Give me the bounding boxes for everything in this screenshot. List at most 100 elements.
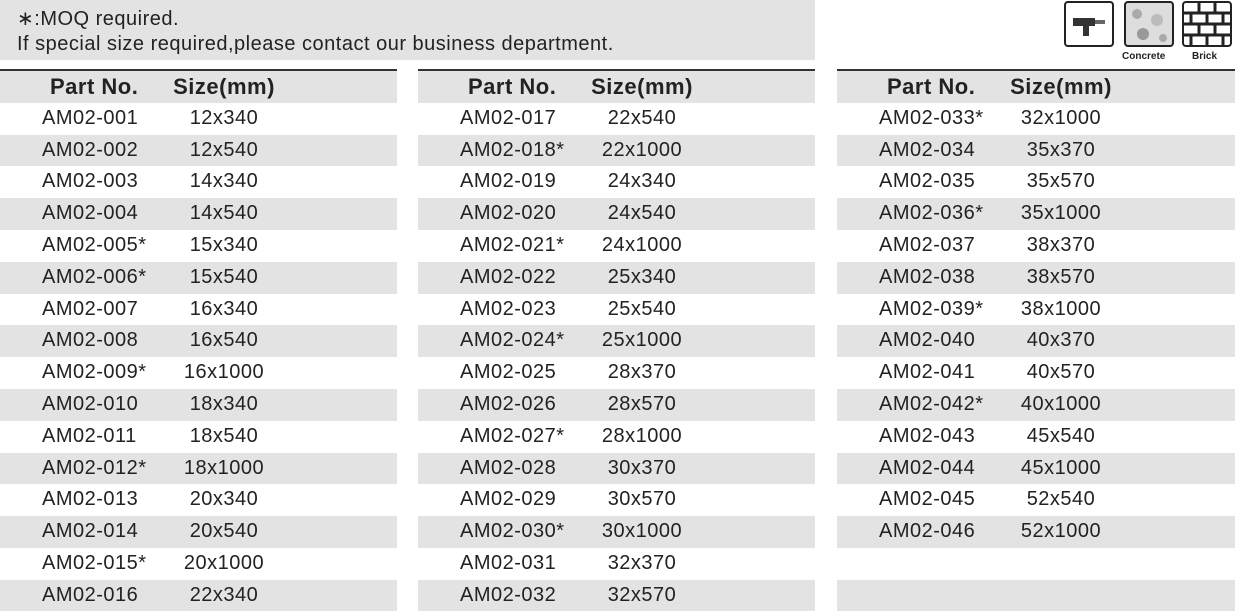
header-cell: Part No. (50, 74, 139, 99)
size: 25x1000 (601, 329, 683, 352)
part-no: AM02-041 (879, 361, 976, 384)
size: 30x570 (607, 488, 677, 511)
table-row: AM02-011 18x540 (0, 421, 397, 453)
part-no: AM02-015* (42, 552, 147, 574)
part-no: AM02-037 (879, 234, 976, 256)
table-row: AM02-041 40x570 (837, 357, 1235, 389)
size: 38x570 (1026, 265, 1096, 288)
part-no: AM02-010 (42, 393, 139, 415)
size: 30x370 (607, 456, 677, 479)
part-no: AM02-012* (42, 456, 147, 479)
table-row: AM02-040 40x370 (837, 325, 1235, 358)
table: Part No. Size(mm) AM02-001 12x340 AM02-002 12… (0, 69, 397, 611)
size: 15x540 (189, 265, 259, 288)
table-row: AM02-024* 25x1000 (418, 325, 815, 358)
part-no: AM02-002 (42, 138, 139, 161)
size: 18x340 (189, 393, 259, 415)
size: 32x1000 (1020, 106, 1102, 129)
part-no: AM02-034 (879, 138, 976, 161)
table-row: AM02-032 32x570 (418, 579, 815, 611)
part-no: AM02-003 (42, 170, 139, 193)
table-row: AM02-009* 16x1000 (0, 357, 397, 389)
part-no: AM02-006* (42, 265, 147, 288)
size: 25x340 (607, 265, 677, 288)
part-no: AM02-029 (460, 488, 557, 511)
table-row: AM02-007 16x340 (0, 294, 397, 326)
table-row: AM02-043 45x540 (837, 421, 1235, 453)
size: 35x1000 (1020, 202, 1102, 225)
size: 52x540 (1026, 488, 1096, 511)
note-box: ∗:MOQ required. If special size required… (0, 0, 815, 60)
table-row: AM02-030* 30x1000 (418, 516, 815, 548)
table-row: AM02-008 16x540 (0, 325, 397, 358)
table-row: AM02-014 20x540 (0, 516, 397, 548)
table-row: AM02-037 38x370 (837, 230, 1235, 262)
size: 16x340 (189, 297, 259, 320)
part-no: AM02-033* (879, 106, 984, 129)
size: 14x540 (189, 202, 259, 225)
part-no: AM02-020 (460, 202, 557, 225)
size: 38x370 (1026, 234, 1096, 256)
part-no: AM02-013 (42, 488, 139, 511)
size: 28x570 (607, 393, 677, 415)
table-row (837, 548, 1235, 580)
table-row: AM02-023 25x540 (418, 294, 815, 326)
table-row: AM02-039* 38x1000 (837, 294, 1235, 326)
table-row: AM02-036* 35x1000 (837, 198, 1235, 230)
size: 30x1000 (601, 520, 683, 543)
table-row: AM02-003 14x340 (0, 166, 397, 198)
size: 40x570 (1026, 361, 1096, 384)
table-row: AM02-015* 20x1000 (0, 548, 397, 580)
header-cell: Size(mm) (591, 74, 693, 99)
size: 18x1000 (183, 456, 265, 479)
table-row: AM02-016 22x340 (0, 579, 397, 611)
part-no: AM02-027* (460, 424, 565, 447)
part-no: AM02-018* (460, 138, 565, 161)
part-no: AM02-023 (460, 297, 557, 320)
table-row: AM02-031 32x370 (418, 548, 815, 580)
table-row: AM02-002 12x540 (0, 134, 397, 167)
size: 16x540 (189, 329, 259, 352)
part-no: AM02-007 (42, 297, 139, 320)
size: 45x540 (1026, 424, 1096, 447)
part-no: AM02-008 (42, 329, 139, 352)
header-row: Part No. Size(mm) (418, 71, 815, 103)
icon-label: Brick (1192, 51, 1218, 62)
table-row: AM02-038 38x570 (837, 261, 1235, 294)
size: 20x340 (189, 488, 259, 511)
size: 12x340 (189, 106, 259, 129)
part-no: AM02-035 (879, 170, 976, 193)
table-row: AM02-033* 32x1000 (837, 103, 1235, 135)
part-no: AM02-038 (879, 265, 976, 288)
size: 32x370 (607, 552, 677, 574)
part-no: AM02-042* (879, 393, 984, 415)
part-no: AM02-046 (879, 520, 976, 543)
table: Part No. Size(mm) AM02-017 22x540 AM02-018* 2… (418, 69, 815, 611)
table: Part No. Size(mm) AM02-033* 32x1000 AM02-034… (837, 69, 1235, 611)
table-row: AM02-006* 15x540 (0, 261, 397, 294)
header-cell: Part No. (468, 74, 557, 99)
size: 28x1000 (601, 424, 683, 447)
size: 32x570 (607, 583, 677, 606)
table-row: AM02-028 30x370 (418, 452, 815, 485)
table-row: AM02-005* 15x340 (0, 230, 397, 262)
part-no: AM02-019 (460, 170, 557, 193)
size: 20x540 (189, 520, 259, 543)
size: 25x540 (607, 297, 677, 320)
table-row: AM02-012* 18x1000 (0, 452, 397, 485)
size: 35x570 (1026, 170, 1096, 193)
size: 40x370 (1026, 329, 1096, 352)
size: 24x1000 (601, 234, 683, 256)
size: 14x340 (189, 170, 259, 193)
table-row: AM02-044 45x1000 (837, 452, 1235, 485)
part-no: AM02-025 (460, 361, 557, 384)
size: 22x340 (189, 583, 259, 606)
size: 16x1000 (183, 361, 265, 384)
header-cell: Size(mm) (173, 74, 275, 99)
table-row: AM02-004 14x540 (0, 198, 397, 230)
part-no: AM02-032 (460, 583, 557, 606)
part-no: AM02-040 (879, 329, 976, 352)
part-no: AM02-043 (879, 424, 976, 447)
size: 35x370 (1026, 138, 1096, 161)
